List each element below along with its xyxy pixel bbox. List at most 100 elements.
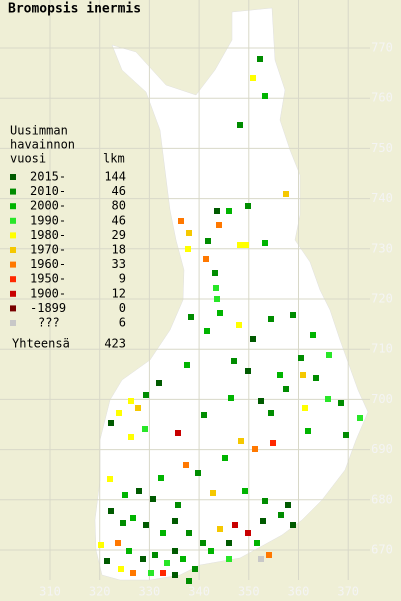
observation-square bbox=[120, 520, 126, 526]
observation-square bbox=[143, 522, 149, 528]
observation-square bbox=[140, 556, 146, 562]
legend-label: ??? bbox=[38, 316, 60, 330]
legend-count: 33 bbox=[112, 257, 126, 271]
y-grid-label: 760 bbox=[371, 91, 393, 105]
legend-swatch bbox=[10, 232, 16, 239]
observation-square bbox=[130, 570, 136, 576]
observation-square bbox=[214, 296, 220, 302]
x-grid-label: 310 bbox=[39, 585, 61, 599]
observation-square bbox=[262, 240, 268, 246]
observation-square bbox=[210, 490, 216, 496]
observation-square bbox=[257, 56, 263, 62]
observation-square bbox=[172, 518, 178, 524]
observation-square bbox=[268, 410, 274, 416]
x-grid-label: 360 bbox=[288, 585, 310, 599]
x-grid-label: 350 bbox=[238, 585, 260, 599]
legend-count: 46 bbox=[112, 213, 126, 227]
legend-count-heading: lkm bbox=[103, 152, 125, 166]
observation-square bbox=[325, 396, 331, 402]
observation-square bbox=[214, 208, 220, 214]
y-grid-label: 740 bbox=[371, 191, 393, 205]
observation-square bbox=[343, 432, 349, 438]
legend-swatch bbox=[10, 247, 16, 253]
legend-count: 144 bbox=[104, 170, 126, 184]
y-grid-label: 690 bbox=[371, 442, 393, 456]
observation-square bbox=[142, 426, 148, 432]
legend-label: 2010- bbox=[30, 184, 66, 198]
legend-swatch bbox=[10, 305, 16, 312]
y-grid-label: 750 bbox=[371, 141, 393, 155]
legend-total: 423 bbox=[104, 337, 126, 351]
legend-swatch bbox=[10, 217, 16, 224]
observation-square bbox=[283, 191, 289, 197]
legend-swatch bbox=[10, 290, 16, 297]
observation-square bbox=[245, 530, 251, 536]
observation-square bbox=[305, 428, 311, 434]
observation-square bbox=[270, 440, 276, 446]
y-grid-label: 730 bbox=[371, 241, 393, 255]
observation-square bbox=[231, 358, 237, 364]
observation-square bbox=[204, 328, 210, 334]
observation-square bbox=[357, 415, 363, 421]
legend-label: 2000- bbox=[30, 199, 66, 213]
legend-total-label: Yhteensä bbox=[12, 337, 70, 351]
observation-square bbox=[98, 542, 104, 548]
legend-swatch bbox=[10, 174, 16, 180]
observation-square bbox=[201, 412, 207, 418]
observation-square bbox=[252, 446, 258, 452]
observation-square bbox=[245, 203, 251, 209]
legend-label: 1950- bbox=[30, 272, 66, 286]
legend-label: 1900- bbox=[30, 286, 66, 300]
observation-square bbox=[245, 368, 251, 374]
observation-square bbox=[338, 400, 344, 406]
observation-square bbox=[158, 475, 164, 481]
observation-square bbox=[195, 470, 201, 476]
observation-square bbox=[268, 316, 274, 322]
legend-count: 18 bbox=[112, 243, 126, 257]
observation-square bbox=[186, 230, 192, 236]
y-grid-label: 700 bbox=[371, 392, 393, 406]
observation-square bbox=[232, 522, 238, 528]
observation-square bbox=[262, 498, 268, 504]
observation-square bbox=[278, 512, 284, 518]
observation-square bbox=[192, 566, 198, 572]
observation-square bbox=[300, 372, 306, 378]
observation-square bbox=[108, 420, 114, 426]
observation-square bbox=[266, 552, 272, 558]
legend-swatch bbox=[10, 203, 16, 210]
observation-square bbox=[213, 285, 219, 291]
observation-square bbox=[128, 398, 134, 404]
y-grid-label: 770 bbox=[371, 41, 393, 55]
observation-square bbox=[217, 526, 223, 532]
legend-count: 0 bbox=[119, 301, 126, 315]
observation-square bbox=[285, 502, 291, 508]
legend-count: 6 bbox=[119, 316, 126, 330]
legend-label: -1899 bbox=[30, 301, 66, 315]
observation-square bbox=[217, 310, 223, 316]
observation-square bbox=[203, 256, 209, 262]
legend-heading: vuosi bbox=[10, 152, 46, 166]
observation-square bbox=[180, 556, 186, 562]
legend-count: 80 bbox=[112, 199, 126, 213]
observation-square bbox=[126, 548, 132, 554]
observation-square bbox=[238, 438, 244, 444]
observation-square bbox=[148, 570, 154, 576]
observation-square bbox=[208, 548, 214, 554]
observation-square bbox=[237, 122, 243, 128]
observation-square bbox=[183, 462, 189, 468]
observation-square bbox=[172, 572, 178, 578]
observation-square bbox=[236, 322, 242, 328]
legend-count: 29 bbox=[112, 228, 126, 242]
y-grid-label: 710 bbox=[371, 342, 393, 356]
observation-square bbox=[250, 75, 256, 81]
observation-square bbox=[226, 556, 232, 562]
observation-square bbox=[200, 540, 206, 546]
observation-square bbox=[184, 362, 190, 368]
observation-square bbox=[128, 434, 134, 440]
observation-square bbox=[212, 270, 218, 276]
observation-square bbox=[283, 386, 289, 392]
observation-square bbox=[226, 208, 232, 214]
y-grid-label: 670 bbox=[371, 543, 393, 557]
observation-square bbox=[216, 222, 222, 228]
legend-label: 1990- bbox=[30, 213, 66, 227]
